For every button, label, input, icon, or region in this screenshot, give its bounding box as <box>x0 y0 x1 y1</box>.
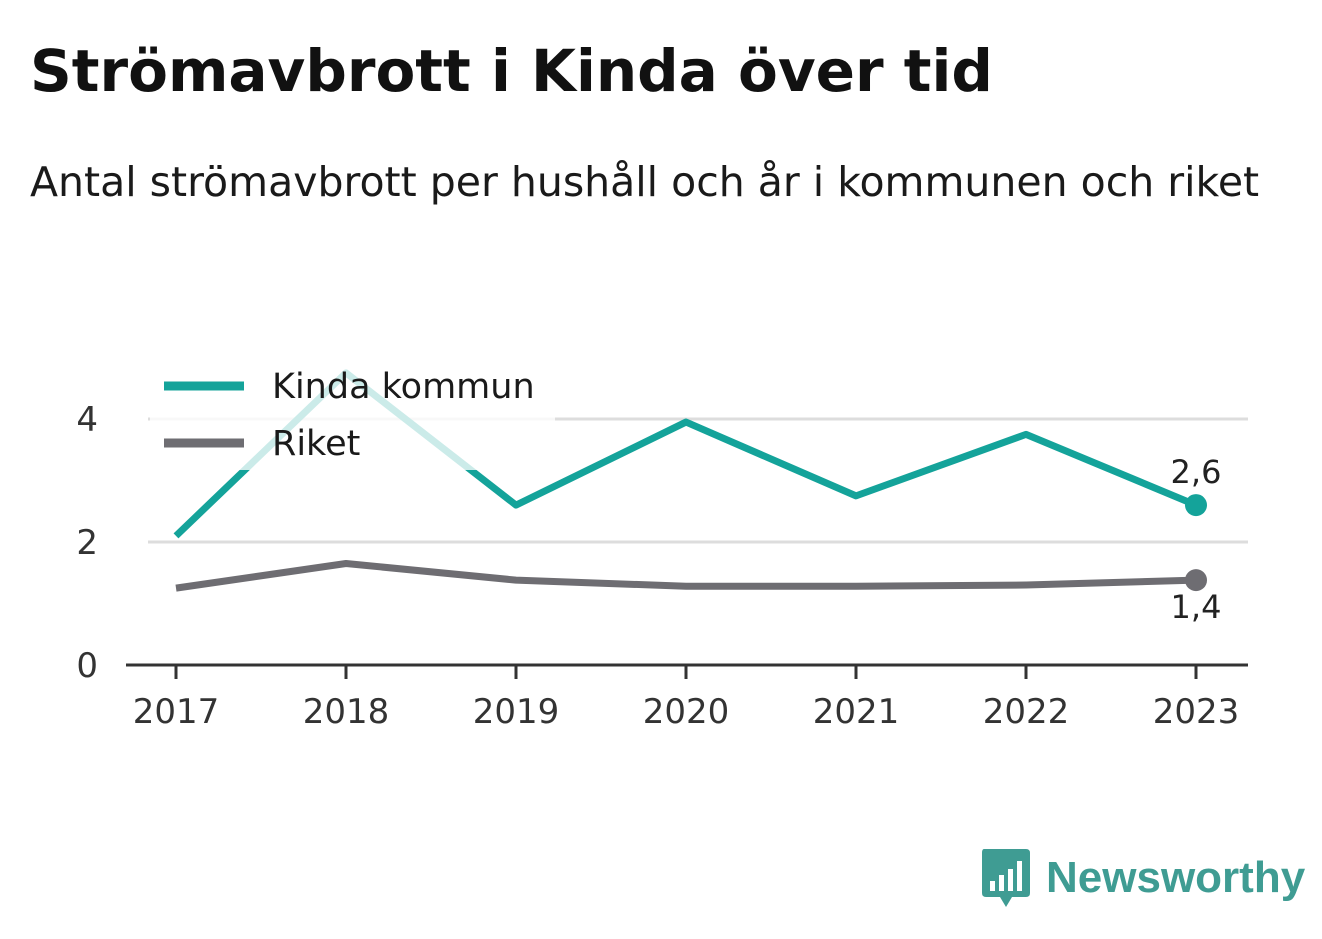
end-label-kinda-kommun: 2,6 <box>1171 453 1222 491</box>
end-point-kinda-kommun <box>1185 494 1207 517</box>
y-axis-ticks: 0 2 4 <box>76 400 98 686</box>
x-tick-label: 2020 <box>643 692 730 732</box>
legend: Kinda kommun Riket <box>150 360 555 470</box>
x-tick-label: 2017 <box>133 692 220 732</box>
chart-title: Strömavbrott i Kinda över tid <box>30 37 993 105</box>
x-tick-label: 2022 <box>983 692 1070 732</box>
legend-label-riket: Riket <box>272 424 360 464</box>
legend-label-kinda-kommun: Kinda kommun <box>272 367 535 407</box>
brand-name: Newsworthy <box>1046 853 1306 902</box>
end-point-riket <box>1185 569 1207 592</box>
legend-background <box>150 360 555 470</box>
chart-subtitle: Antal strömavbrott per hushåll och år i … <box>30 158 1260 206</box>
x-tick-label: 2023 <box>1153 692 1240 732</box>
bar-chart-icon <box>982 849 1030 907</box>
newsworthy-logo: Newsworthy <box>980 846 1305 910</box>
series-line-riket <box>175 560 1197 592</box>
x-axis-ticks: 2017 2018 2019 2020 2021 2022 2023 <box>133 665 1240 732</box>
x-tick-label: 2018 <box>303 692 390 732</box>
x-tick-label: 2021 <box>813 692 900 732</box>
y-tick-label: 2 <box>76 523 98 563</box>
data-labels: 1,4 2,6 <box>1171 453 1222 626</box>
y-tick-label: 4 <box>76 400 98 440</box>
x-tick-label: 2019 <box>473 692 560 732</box>
y-tick-label: 0 <box>76 646 98 686</box>
end-label-riket: 1,4 <box>1171 588 1222 626</box>
